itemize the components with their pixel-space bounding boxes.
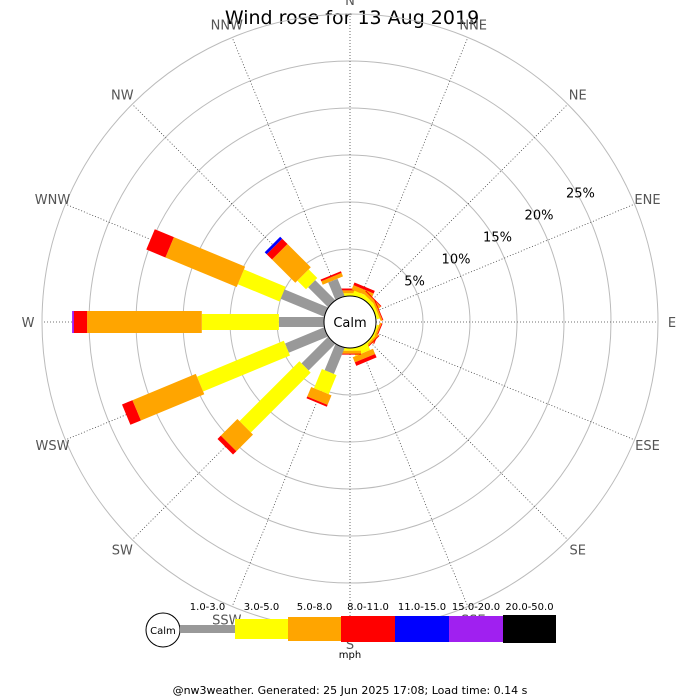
dir-label-se: SE <box>569 544 585 559</box>
bar-wnw-1.0-3.0 <box>280 289 328 317</box>
dir-label-ene: ENE <box>634 193 660 208</box>
dir-label-nne: NNE <box>459 19 487 34</box>
spoke-nnw <box>231 37 341 299</box>
bar-wsw-8.0-11.0 <box>122 400 141 425</box>
dir-label-n: N <box>345 0 355 9</box>
bar-w-15.0-20.0 <box>72 311 74 333</box>
bar-nw-5.0-8.0 <box>272 244 311 283</box>
ring-label: 25% <box>566 187 595 202</box>
legend-calm-label: Calm <box>150 626 176 637</box>
bar-ssw-3.0-5.0 <box>314 369 337 395</box>
spoke-ssw <box>231 345 341 607</box>
dir-label-nw: NW <box>111 88 134 103</box>
bar-nw-1.0-3.0 <box>308 280 336 308</box>
bar-ne-8.0-11.0 <box>365 290 382 307</box>
bar-nnw-5.0-8.0 <box>321 272 343 285</box>
dir-label-sw: SW <box>112 544 133 559</box>
spoke-se <box>368 340 569 541</box>
bar-nw-3.0-5.0 <box>297 269 318 290</box>
bar-nnw-8.0-11.0 <box>320 271 342 282</box>
ring-labels: 5% 10% 15% 20% 25% <box>404 187 595 290</box>
bar-nw-8.0-11.0 <box>266 238 288 260</box>
bar-nnw-1.0-3.0 <box>328 278 345 300</box>
bar-ssw-8.0-11.0 <box>306 396 328 407</box>
bar-sw-8.0-11.0 <box>217 435 237 455</box>
dir-label-s: S <box>346 638 354 653</box>
legend-label: 8.0-11.0 <box>347 602 389 613</box>
dir-label-ne: NE <box>569 88 587 103</box>
bar-ene-3.0-5.0 <box>371 303 380 320</box>
bar-w-3.0-5.0 <box>201 314 279 330</box>
legend-label: 15.0-20.0 <box>452 602 500 613</box>
bar-ssw-5.0-8.0 <box>307 387 332 405</box>
legend-label: 3.0-5.0 <box>244 602 279 613</box>
bar-wnw-5.0-8.0 <box>165 237 246 287</box>
ring-label: 5% <box>404 275 425 290</box>
bar-sse-5.0-8.0 <box>352 348 376 363</box>
legend-swatch-8.0-11.0 <box>341 616 395 642</box>
legend-label: 1.0-3.0 <box>190 602 225 613</box>
legend-unit: mph <box>339 650 361 661</box>
dir-label-w: W <box>22 316 35 331</box>
bar-wsw-5.0-8.0 <box>132 373 205 421</box>
legend-label: 5.0-8.0 <box>297 602 332 613</box>
bar-s-5.0-8.0 <box>339 350 361 354</box>
dir-label-wnw: WNW <box>35 193 71 208</box>
bar-s-8.0-11.0 <box>339 353 361 355</box>
bar-w-8.0-11.0 <box>74 311 88 333</box>
spoke-ne <box>368 103 569 304</box>
wind-bars <box>72 229 384 455</box>
legend-swatch-1.0-3.0 <box>180 625 235 633</box>
ring-label: 20% <box>525 209 554 224</box>
legend-swatch-11.0-15.0 <box>395 616 449 642</box>
bar-ssw-1.0-3.0 <box>324 344 345 374</box>
ring-label: 15% <box>483 231 512 246</box>
bar-sw-3.0-5.0 <box>239 361 311 433</box>
legend-label: 20.0-50.0 <box>505 602 553 613</box>
legend-swatch-20.0-50.0 <box>503 615 556 643</box>
legend-swatch-3.0-5.0 <box>235 619 288 639</box>
bar-ene-5.0-8.0 <box>372 300 383 322</box>
bar-wsw-3.0-5.0 <box>197 340 290 392</box>
bar-w-1.0-3.0 <box>278 317 324 327</box>
dir-label-ssw: SSW <box>212 614 242 629</box>
bar-s-3.0-5.0 <box>342 348 358 351</box>
footer-text: @nw3weather. Generated: 25 Jun 2025 17:0… <box>173 684 528 697</box>
legend-swatch-5.0-8.0 <box>288 617 341 641</box>
legend-label: 11.0-15.0 <box>398 602 446 613</box>
bar-wnw-8.0-11.0 <box>146 229 174 258</box>
dir-label-ese: ESE <box>635 439 660 454</box>
spoke-ese <box>373 331 635 441</box>
chart-title: Wind rose for 13 Aug 2019 <box>225 7 479 29</box>
dir-label-wsw: WSW <box>36 439 70 454</box>
bar-sw-1.0-3.0 <box>301 336 336 371</box>
bar-wsw-1.0-3.0 <box>285 327 328 353</box>
spoke-nne <box>359 37 469 299</box>
ring-label: 10% <box>442 253 471 268</box>
bar-sse-8.0-11.0 <box>354 354 377 366</box>
spoke-sse <box>359 345 469 607</box>
spoke-nw <box>131 103 332 304</box>
dir-label-nnw: NNW <box>211 19 243 34</box>
legend-swatch-15.0-20.0 <box>449 616 503 642</box>
calm-circle <box>323 295 377 349</box>
calm-label: Calm <box>333 316 366 331</box>
legend: Calm 1.0-3.0 3.0-5.0 5.0-8.0 8.0-11.0 11.0-15… <box>145 602 556 661</box>
bar-nne-8.0-11.0 <box>353 282 375 294</box>
dir-label-e: E <box>668 316 676 331</box>
bar-wnw-3.0-5.0 <box>237 269 286 302</box>
spoke-ene <box>373 203 635 313</box>
bar-sw-5.0-8.0 <box>220 419 253 452</box>
bar-w-5.0-8.0 <box>87 311 202 333</box>
bar-nw-11.0-15.0 <box>264 236 283 255</box>
bar-ene-8.0-11.0 <box>374 299 384 321</box>
